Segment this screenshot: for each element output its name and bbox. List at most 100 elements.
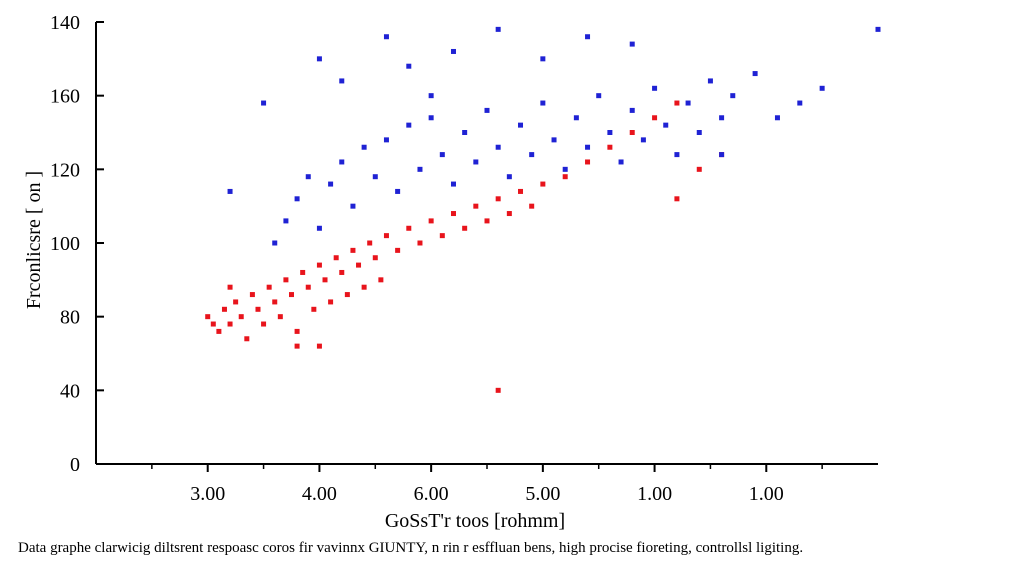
scatter-point xyxy=(551,137,557,143)
scatter-point xyxy=(473,203,479,209)
scatter-point xyxy=(294,328,300,334)
scatter-point xyxy=(316,343,322,349)
scatter-point xyxy=(305,174,311,180)
scatter-point xyxy=(585,159,591,165)
scatter-point xyxy=(322,277,328,283)
y-tick-label: 160 xyxy=(50,86,80,108)
scatter-point xyxy=(283,218,289,224)
scatter-point xyxy=(249,292,255,298)
scatter-point xyxy=(294,343,300,349)
y-tick-label: 120 xyxy=(50,159,80,181)
scatter-point xyxy=(356,262,362,268)
scatter-point xyxy=(473,159,479,165)
scatter-point xyxy=(506,174,512,180)
scatter-point xyxy=(797,100,803,106)
x-tick-label: 1.00 xyxy=(637,483,672,505)
scatter-point xyxy=(272,299,278,305)
scatter-point xyxy=(372,174,378,180)
scatter-point xyxy=(272,240,278,246)
scatter-point xyxy=(261,321,267,327)
scatter-point xyxy=(305,284,311,290)
scatter-point xyxy=(495,387,501,393)
scatter-point xyxy=(238,314,244,320)
scatter-point xyxy=(506,211,512,217)
scatter-point xyxy=(629,130,635,135)
scatter-point xyxy=(311,306,317,312)
scatter-chart: 0 40 80 100 120 160 140 3.00 4.00 6.00 5.00 1.00 1.… xyxy=(23,12,881,532)
scatter-point xyxy=(462,225,468,231)
scatter-point xyxy=(875,26,881,32)
scatter-point xyxy=(529,152,535,158)
scatter-point xyxy=(439,233,445,239)
scatter-point xyxy=(674,196,680,202)
scatter-point xyxy=(607,130,613,135)
scatter-point xyxy=(417,166,423,172)
x-tick-label: 6.00 xyxy=(414,483,449,505)
x-tick-label: 1.00 xyxy=(749,483,784,505)
scatter-point xyxy=(518,188,524,194)
scatter-point xyxy=(350,247,356,253)
scatter-point xyxy=(395,188,401,194)
scatter-point xyxy=(428,115,434,121)
scatter-point xyxy=(383,137,389,143)
scatter-point xyxy=(540,100,546,106)
x-tick-label: 5.00 xyxy=(525,483,560,505)
scatter-point xyxy=(328,181,334,187)
y-axis-title: Frconlicsre [ on ] xyxy=(23,171,45,309)
scatter-point xyxy=(339,269,345,275)
scatter-point xyxy=(255,306,261,312)
scatter-point xyxy=(540,56,546,62)
scatter-point xyxy=(573,115,579,121)
scatter-point xyxy=(495,26,501,32)
scatter-point xyxy=(585,144,591,150)
scatter-point xyxy=(629,41,635,47)
y-tick-label: 100 xyxy=(50,233,80,255)
x-axis-title: GoSsT'r toos [rohmm] xyxy=(385,510,565,532)
scatter-point xyxy=(339,78,345,84)
scatter-point xyxy=(210,321,216,327)
scatter-point xyxy=(696,130,702,135)
scatter-point xyxy=(562,174,568,180)
scatter-point xyxy=(395,247,401,253)
scatter-point xyxy=(585,34,591,40)
scatter-point xyxy=(663,122,669,128)
scatter-point xyxy=(227,284,233,290)
y-tick-label: 40 xyxy=(60,380,80,402)
scatter-point xyxy=(596,93,602,99)
scatter-point xyxy=(450,211,456,217)
figure-caption: Data graphe clarwicig diltsrent respoasc… xyxy=(18,540,804,556)
scatter-point xyxy=(696,166,702,172)
scatter-point xyxy=(819,85,825,91)
scatter-point xyxy=(674,100,680,106)
scatter-point xyxy=(283,277,289,283)
scatter-point xyxy=(618,159,624,165)
scatter-point xyxy=(316,262,322,268)
scatter-point xyxy=(216,328,222,334)
scatter-point xyxy=(406,122,412,128)
scatter-point xyxy=(540,181,546,187)
scatter-point xyxy=(328,299,334,305)
x-tick-label: 4.00 xyxy=(302,483,337,505)
y-tick-label: 0 xyxy=(70,454,80,476)
scatter-point xyxy=(629,107,635,113)
scatter-point xyxy=(300,269,306,275)
scatter-point xyxy=(529,203,535,209)
scatter-point xyxy=(383,233,389,239)
scatter-point xyxy=(428,93,434,99)
scatter-point xyxy=(652,115,658,121)
scatter-point xyxy=(266,284,272,290)
scatter-point xyxy=(685,100,691,106)
scatter-point xyxy=(406,225,412,231)
scatter-point xyxy=(484,218,490,224)
scatter-point xyxy=(227,321,233,327)
y-tick-label: 140 xyxy=(50,12,80,34)
scatter-point xyxy=(406,63,412,69)
scatter-point xyxy=(518,122,524,128)
scatter-point xyxy=(607,144,613,150)
scatter-point xyxy=(495,144,501,150)
scatter-point xyxy=(562,166,568,172)
points-layer xyxy=(205,26,881,393)
scatter-point xyxy=(417,240,423,246)
scatter-point xyxy=(372,255,378,261)
y-ticks: 0 40 80 100 120 160 140 xyxy=(50,12,104,476)
